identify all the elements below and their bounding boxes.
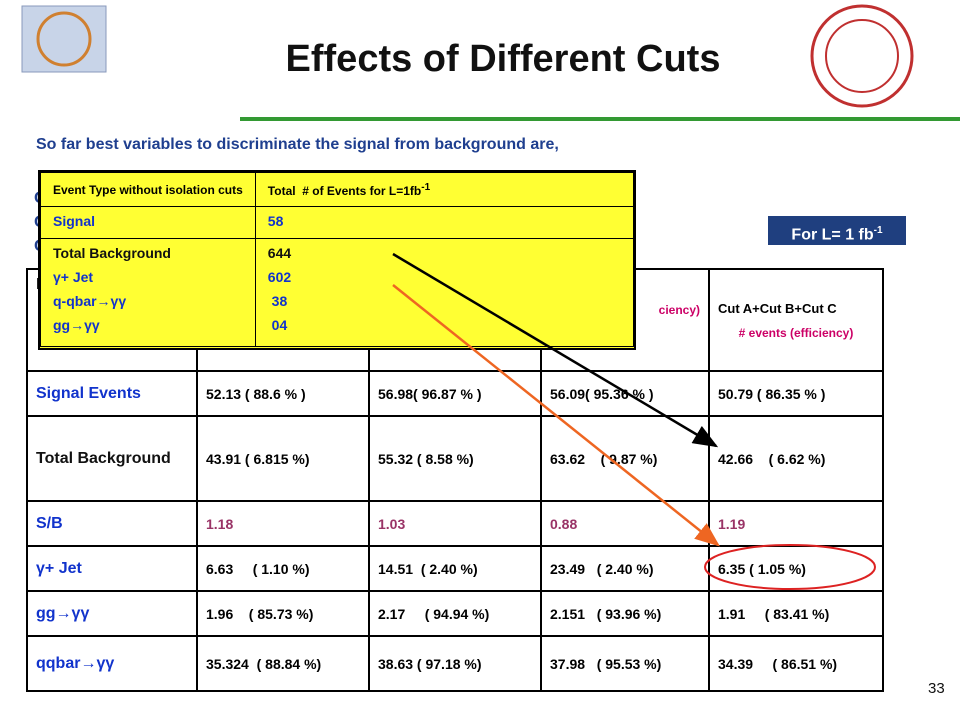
table-row: qqbar→γγ 35.324 ( 88.84 %) 38.63 ( 97.18 %… [26,635,884,692]
table-cell: 50.79 ( 86.35 % ) [708,370,884,417]
table-row: gg→γγ 1.96 ( 85.73 %) 2.17 ( 94.94 %) 2.151… [26,590,884,637]
intro: So far best variables to discriminate th… [36,136,559,153]
row-label: Total Background [26,415,198,502]
table-cell: 1.96 ( 85.73 %) [196,590,370,637]
row-label: gg→γγ [26,590,198,637]
table-row: γ+ Jet 6.63 ( 1.10 %) 14.51 ( 2.40 %) 23.49… [26,545,884,592]
table-cell: 42.66 ( 6.62 %) [708,415,884,502]
inset-row: Signal 58 [40,206,635,239]
table-cell: 34.39 ( 86.51 %) [708,635,884,692]
table-cell: 1.03 [368,500,542,547]
lum-sup: -1 [873,225,883,236]
table-cell: 37.98 ( 95.53 %) [540,635,710,692]
inset-type: q-qbar→γγ [53,293,127,309]
table-cell: 2.151 ( 93.96 %) [540,590,710,637]
inset-type: γ+ Jet [53,269,94,285]
row-label: qqbar→γγ [26,635,198,692]
inset-head-cell: Total # of Events for L=1fb-1 [254,172,635,207]
inset-cell: 58 [254,206,635,239]
lum-text: For L= 1 fb [791,226,874,244]
row-label: γ+ Jet [26,545,198,592]
du-seal-inner [825,19,899,93]
inset-cell: 644 602 38 04 [254,238,635,347]
inset-count: 38 [267,293,288,309]
table-cell: 56.98( 96.87 % ) [368,370,542,417]
table-cell: 52.13 ( 88.6 % ) [196,370,370,417]
page-number: 33 [928,680,945,697]
inset-type: Total Background [53,245,171,261]
title: Effects of Different Cuts [285,38,721,80]
table-cell: 1.19 [708,500,884,547]
inset-type: Signal [53,213,96,229]
table-cell: 38.63 ( 97.18 %) [368,635,542,692]
table-cell: 6.35 ( 1.05 %) [708,545,884,592]
table-row: Total Background 43.91 ( 6.815 %) 55.32 ( … [26,415,884,502]
header-text: Cut A+Cut B+Cut C [718,300,837,316]
table-cell: 1.91 ( 83.41 %) [708,590,884,637]
table-row: S/B 1.18 1.03 0.88 1.19 [26,500,884,547]
inset-count: 04 [267,317,288,333]
table-cell: 6.63 ( 1.10 %) [196,545,370,592]
inset-row: Total Background γ+ Jet q-qbar→γγ gg→γγ 644 6… [40,238,635,347]
inset-count: 58 [267,213,284,229]
inset-cell: Total Background γ+ Jet q-qbar→γγ gg→γγ [40,238,256,347]
row-label: Signal Events [26,370,198,417]
row-label: S/B [26,500,198,547]
header-cell: Cut A+Cut B+Cut C # events (efficiency) [708,268,884,372]
inset-table: Event Type without isolation cuts Total … [38,170,636,350]
table-row: Signal Events 52.13 ( 88.6 % ) 56.98( 96.8… [26,370,884,417]
luminosity-note: For L= 1 fb-1 [768,216,906,245]
header-subtext: # events (efficiency) [738,325,854,340]
inset-head-text: Total # of Events for L=1fb [267,183,422,198]
inset-head-sup: -1 [421,181,431,193]
table-cell: 2.17 ( 94.94 %) [368,590,542,637]
inset-cell: Signal [40,206,256,239]
table-cell: 23.49 ( 2.40 %) [540,545,710,592]
table-cell: 0.88 [540,500,710,547]
cms-logo [21,5,107,73]
inset-type: gg→γγ [53,317,100,333]
table-cell: 43.91 ( 6.815 %) [196,415,370,502]
table-cell: 63.62 ( 9.87 %) [540,415,710,502]
table-cell: 55.32 ( 8.58 %) [368,415,542,502]
inset-head-cell: Event Type without isolation cuts [40,172,256,207]
inset-count: 644 [267,245,292,261]
cms-logo-ring [36,11,92,67]
inset-header: Event Type without isolation cuts Total … [40,172,635,207]
table-cell: 1.18 [196,500,370,547]
table-cell: 35.324 ( 88.84 %) [196,635,370,692]
table-cell: 56.09( 95.36 % ) [540,370,710,417]
du-seal [810,4,914,108]
inset-count: 602 [267,269,292,285]
table-cell: 14.51 ( 2.40 %) [368,545,542,592]
